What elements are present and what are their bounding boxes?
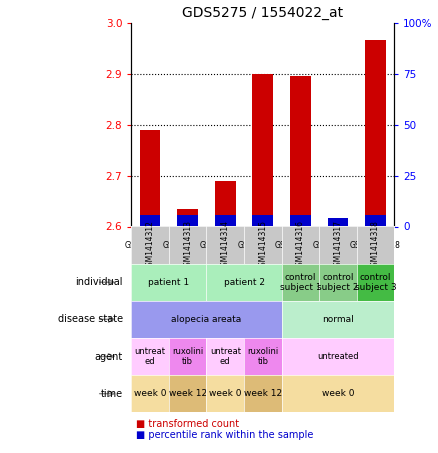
Text: GSM1414313: GSM1414313 [183,220,192,270]
Text: GSM1414315: GSM1414315 [237,241,288,250]
Bar [328,224,348,226]
Text: GSM1414317: GSM1414317 [333,220,343,270]
Text: patient 2: patient 2 [223,278,265,287]
Text: untreat
ed: untreat ed [210,347,241,366]
Bar [177,215,198,226]
Bar [140,130,160,226]
Text: GSM1414314: GSM1414314 [221,220,230,270]
Bar [140,215,160,226]
Bar [252,74,273,226]
Text: untreat
ed: untreat ed [134,347,166,366]
Text: control
subject 2: control subject 2 [317,273,359,292]
Text: time: time [100,389,123,399]
Text: GSM1414314: GSM1414314 [200,241,251,250]
Bar [365,215,386,226]
Text: individual: individual [75,277,123,287]
Text: GSM1414317: GSM1414317 [312,241,364,250]
Title: GDS5275 / 1554022_at: GDS5275 / 1554022_at [182,6,343,20]
Bar [328,218,348,226]
Bar [365,40,386,227]
Bar [215,215,236,226]
Text: ■ transformed count: ■ transformed count [136,419,239,429]
Bar [177,209,198,226]
Text: GSM1414315: GSM1414315 [258,220,267,270]
Text: GSM1414318: GSM1414318 [371,220,380,270]
Text: untreated: untreated [317,352,359,361]
Text: ruxolini
tib: ruxolini tib [247,347,279,366]
Text: ruxolini
tib: ruxolini tib [172,347,203,366]
Bar [290,215,311,226]
Text: week 12: week 12 [169,389,207,398]
Text: week 12: week 12 [244,389,282,398]
Text: GSM1414316: GSM1414316 [275,241,326,250]
Text: control
subject 1: control subject 1 [279,273,321,292]
Bar [290,76,311,226]
Bar [252,215,273,226]
Text: GSM1414316: GSM1414316 [296,220,305,270]
Text: control
subject 3: control subject 3 [355,273,396,292]
Text: ■ percentile rank within the sample: ■ percentile rank within the sample [136,430,313,440]
Text: disease state: disease state [57,314,123,324]
Text: week 0: week 0 [209,389,241,398]
Text: week 0: week 0 [134,389,166,398]
Text: agent: agent [95,352,123,361]
Text: alopecia areata: alopecia areata [171,315,242,324]
Text: GSM1414318: GSM1414318 [350,241,401,250]
Text: week 0: week 0 [321,389,354,398]
Bar [215,181,236,226]
Text: patient 1: patient 1 [148,278,190,287]
Text: GSM1414313: GSM1414313 [162,241,213,250]
Text: normal: normal [322,315,354,324]
Text: GSM1414312: GSM1414312 [146,220,155,270]
Text: GSM1414312: GSM1414312 [125,241,176,250]
